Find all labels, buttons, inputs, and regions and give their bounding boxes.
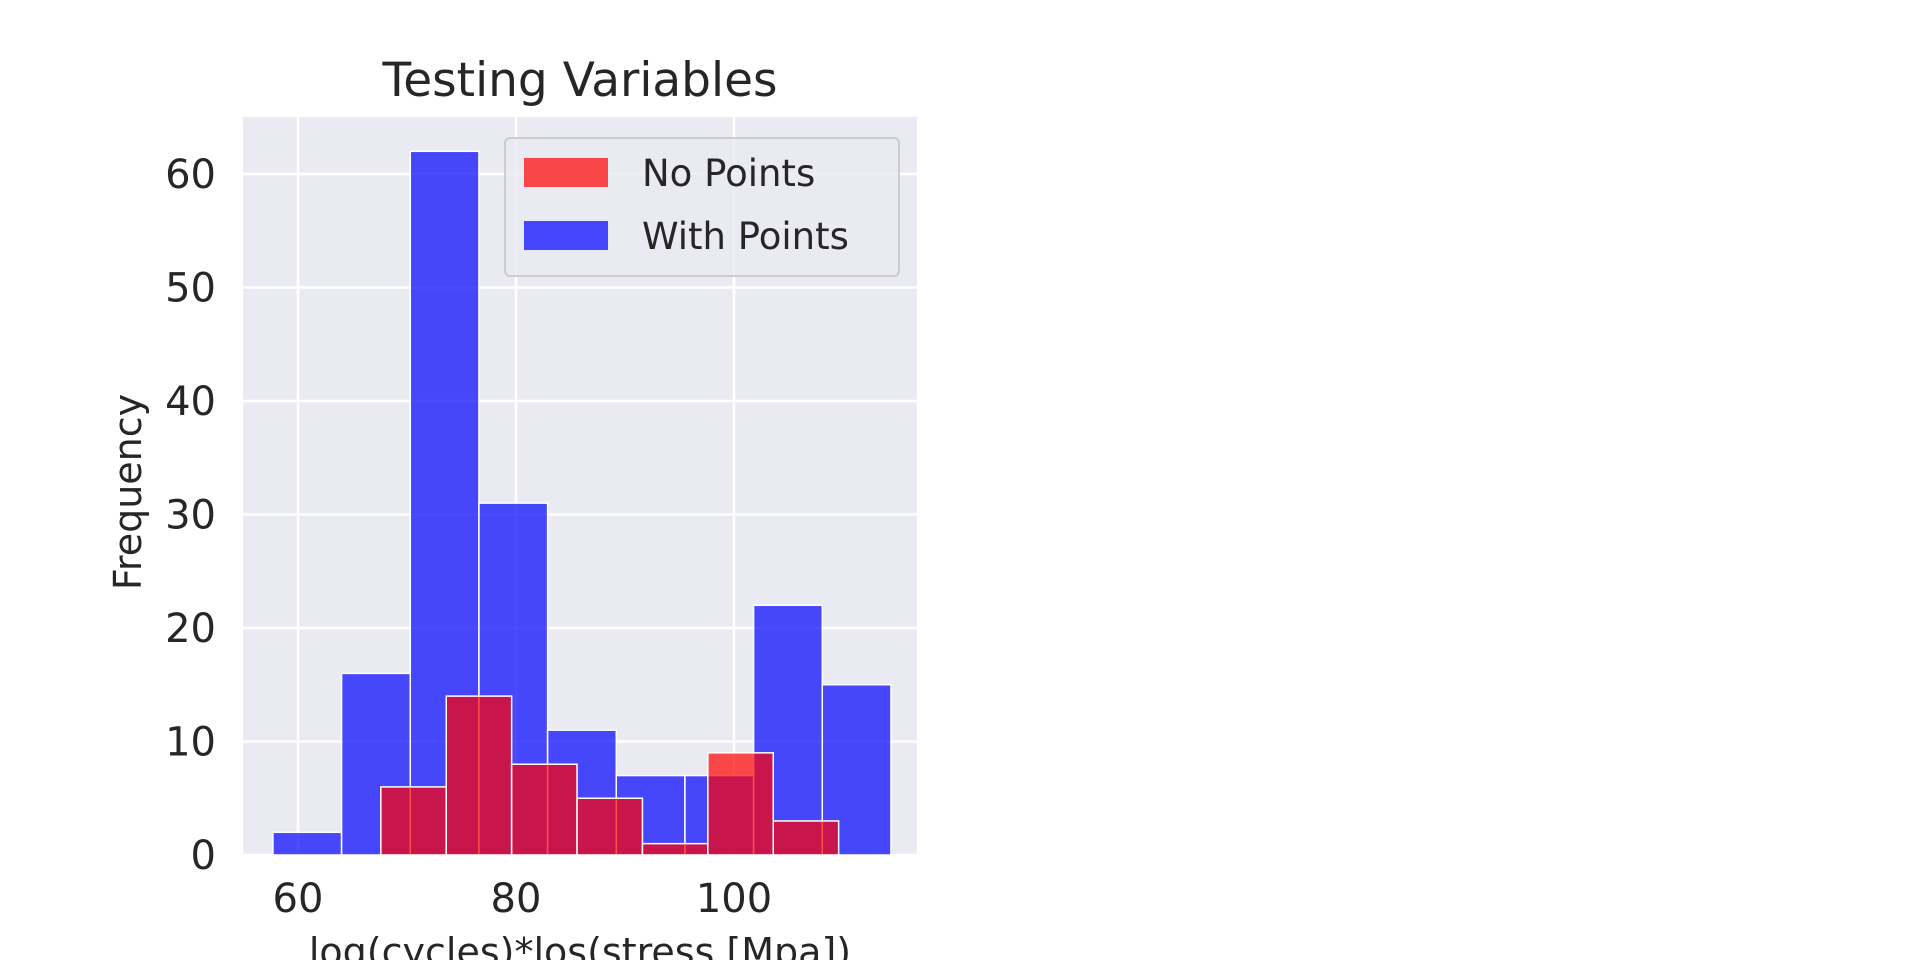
y-tick-label: 30 [165,493,216,539]
legend-label-no-points: No Points [642,152,815,195]
bar-no-points [510,763,578,856]
y-tick-label: 40 [165,379,216,425]
y-tick-label: 10 [165,720,216,766]
y-tick-label: 0 [191,833,216,879]
legend-swatch-with-points [524,221,608,250]
bar-no-points [380,786,447,856]
legend: No Points With Points [504,137,900,277]
bars [272,150,892,856]
bar-no-points [641,842,709,856]
x-axis-label: log(cycles)*los(stress [Mpa]) [309,930,851,960]
y-tick-label: 60 [165,152,216,198]
x-tick-label: 100 [696,876,772,922]
bar-no-points [707,752,774,856]
legend-swatch-no-points [524,158,608,187]
tick-labels: 60 80 100 0 10 20 30 40 50 60 [165,152,772,922]
y-tick-label: 20 [165,606,216,652]
x-tick-label: 60 [273,876,324,922]
bar-no-points [772,820,840,856]
legend-label-with-points: With Points [642,215,849,258]
chart-title: Testing Variables [382,53,778,108]
bar-no-points [576,797,644,856]
bar-no-points [445,695,513,856]
x-tick-label: 80 [491,876,542,922]
bar-with-points [272,831,343,856]
y-axis-label: Frequency [106,394,150,590]
y-tick-label: 50 [165,266,216,312]
